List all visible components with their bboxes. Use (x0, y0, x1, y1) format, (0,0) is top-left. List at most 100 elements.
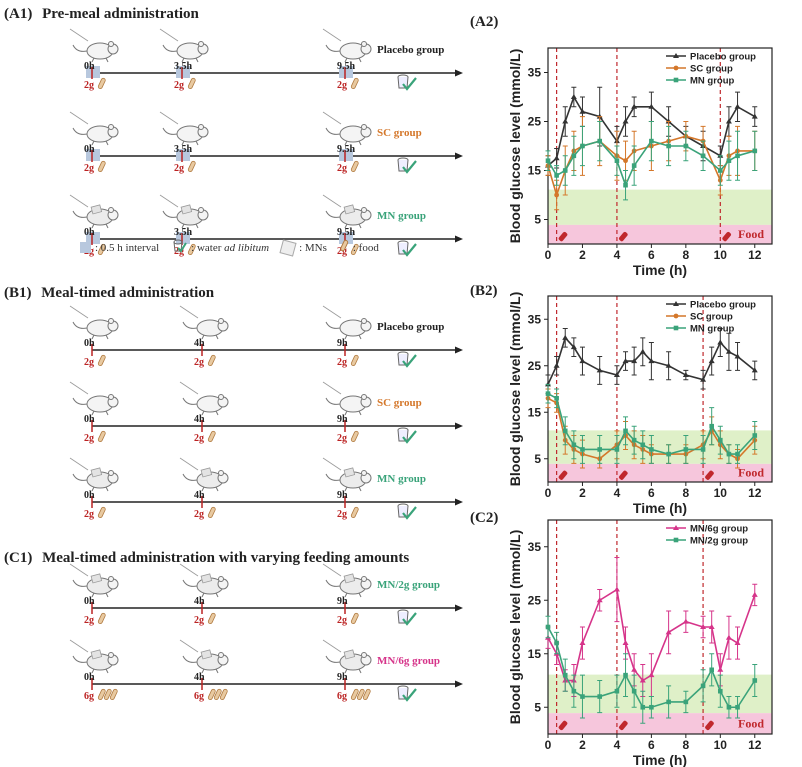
food-pellet-icon (219, 688, 228, 701)
panel-c2-label: (C2) (470, 510, 499, 526)
data-point (735, 704, 740, 710)
data-point (571, 153, 577, 159)
dose-label: 2g (174, 163, 184, 174)
x-tick-label: 6 (648, 248, 655, 262)
legend-marker (673, 77, 679, 83)
x-tick-label: 4 (614, 248, 621, 262)
data-point (735, 153, 740, 159)
timeline-arrowhead (455, 422, 463, 430)
interval-marker (86, 66, 100, 78)
interval-marker (86, 232, 100, 244)
low-range-band (548, 713, 772, 734)
data-point (683, 447, 689, 452)
dose-label: 2g (337, 246, 347, 257)
dose-label: 2g (337, 357, 347, 368)
data-point (639, 677, 646, 683)
panel-b1-title: Meal-timed administration (41, 285, 215, 301)
panel-c1-label: (C1) (4, 550, 33, 566)
time-label: 9h (337, 672, 348, 683)
time-label: 0h (84, 490, 95, 501)
panel-a1-heading: (A1) Pre-meal administration (4, 6, 199, 23)
data-point (700, 447, 706, 452)
time-label: 3.5h (174, 227, 193, 238)
timeline-arrowhead (455, 69, 463, 77)
data-point (571, 688, 577, 694)
data-point (579, 358, 586, 364)
food-pellet-icon (350, 77, 359, 90)
legend-marker (673, 53, 679, 58)
legend-marker (673, 325, 679, 331)
x-axis-label: Time (h) (633, 262, 687, 278)
time-label: 4h (194, 596, 205, 607)
data-point (580, 143, 585, 149)
dose-label: 2g (84, 80, 94, 91)
food-pellet-icon (350, 688, 359, 701)
legend-marker (673, 301, 679, 306)
data-point (554, 173, 559, 178)
data-point (631, 688, 637, 694)
data-point (726, 451, 732, 457)
timeline-row: 0h 2g 4h 2g 9h 2g Placebo group (69, 305, 463, 368)
data-point (709, 667, 714, 673)
data-point (631, 163, 637, 168)
data-point (649, 138, 654, 144)
y-tick-label: 35 (528, 540, 542, 554)
data-point (734, 353, 741, 359)
timeline-row: 0h 2g 3.5h 2g 9.5h 2g SC group (69, 111, 463, 174)
interval-marker (339, 232, 353, 244)
mouse-icon (69, 305, 119, 340)
time-label: 4h (194, 338, 205, 349)
x-tick-label: 8 (683, 248, 690, 262)
time-label: 9.5h (337, 227, 356, 238)
x-tick-label: 12 (748, 738, 762, 752)
food-pellet-icon (350, 430, 359, 443)
food-label: Food (738, 227, 764, 241)
legend-mns-text: : MNs (299, 241, 327, 254)
food-pellet-icon (207, 430, 216, 443)
x-tick-label: 8 (683, 738, 690, 752)
x-axis-label: Time (h) (633, 752, 687, 767)
data-point (554, 192, 560, 198)
data-point (613, 586, 620, 592)
mouse-icon (69, 381, 119, 416)
mouse-icon (69, 111, 119, 146)
x-tick-label: 2 (579, 486, 586, 500)
mouse-icon (159, 111, 209, 146)
data-point (648, 358, 655, 364)
data-point (623, 182, 628, 188)
dose-label: 6g (337, 691, 347, 702)
low-range-band (548, 463, 772, 482)
food-pellet-icon (350, 612, 359, 625)
mouse-icon (322, 28, 372, 63)
food-pellet-icon (109, 688, 118, 701)
interval-marker (339, 66, 353, 78)
panel-c1-heading: (C1) Meal-timed administration with vary… (4, 550, 409, 567)
data-point (700, 683, 706, 689)
time-label: 9h (337, 414, 348, 425)
data-point (623, 158, 628, 164)
data-point (700, 376, 707, 382)
data-point (734, 103, 741, 109)
y-axis-label: Blood glucose level (mmol/L) (507, 49, 523, 243)
dose-label: 2g (194, 509, 204, 520)
mouse-icon (179, 563, 229, 598)
mouse-icon (322, 563, 372, 598)
interval-marker (176, 149, 190, 161)
data-point (579, 640, 586, 646)
y-tick-label: 5 (534, 700, 541, 714)
food-marker-icon (558, 231, 568, 242)
data-point (751, 367, 758, 373)
food-pellet-icon (213, 688, 222, 701)
data-point (545, 624, 551, 630)
panel-b2-label: (B2) (470, 283, 498, 299)
data-point (752, 433, 758, 438)
x-tick-label: 4 (614, 738, 621, 752)
legend-label: Placebo group (690, 52, 756, 63)
interval-marker (339, 149, 353, 161)
dose-label: 2g (337, 615, 347, 626)
time-label: 0h (84, 338, 95, 349)
mouse-icon (69, 563, 119, 598)
mouse-icon (69, 639, 119, 674)
data-point (639, 348, 646, 354)
time-label: 3.5h (174, 144, 193, 155)
